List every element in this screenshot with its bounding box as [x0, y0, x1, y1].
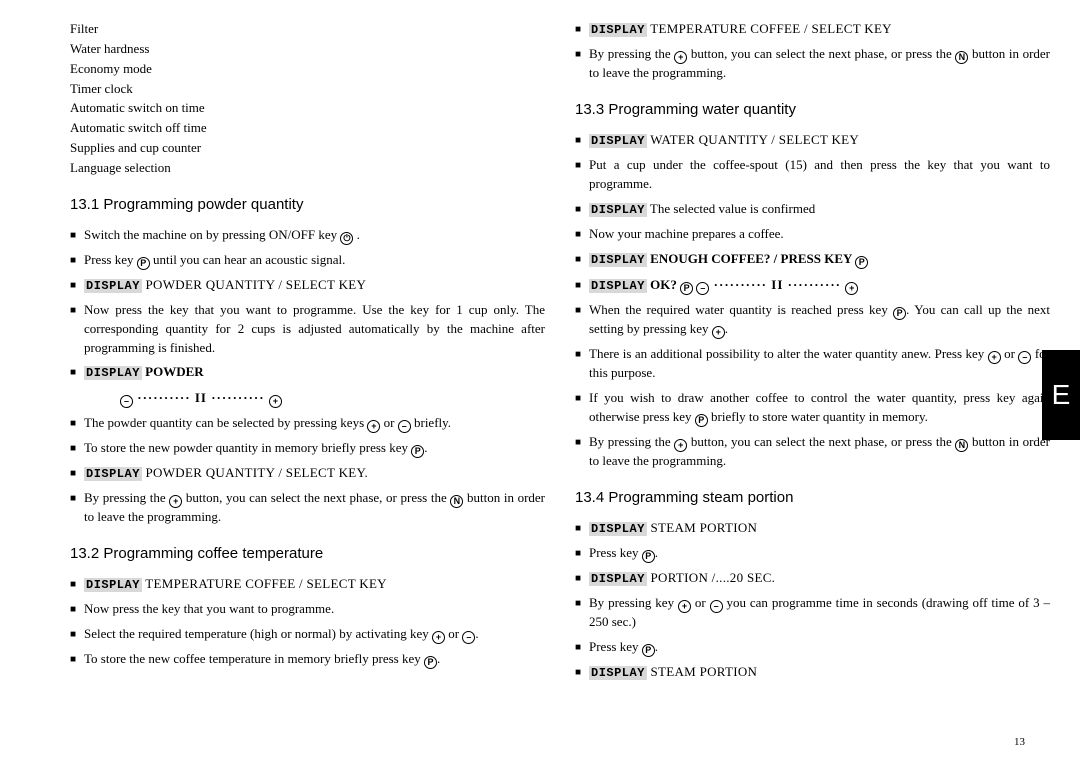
minus-icon: – [120, 395, 133, 408]
list-item: ■DISPLAY The selected value is confirmed [575, 200, 1050, 219]
p-key-icon: P [642, 550, 655, 563]
display-label: DISPLAY [589, 522, 647, 536]
plus-icon: + [674, 439, 687, 452]
list-item: ■Now press the key that you want to prog… [70, 600, 545, 619]
list-item: ■DISPLAY WATER QUANTITY / SELECT KEY [575, 131, 1050, 150]
intro-item: Water hardness [70, 40, 545, 59]
plus-icon: + [845, 282, 858, 295]
list-item: ■By pressing key + or – you can programm… [575, 594, 1050, 632]
page-number: 13 [1014, 736, 1025, 748]
list-item: ■When the required water quantity is rea… [575, 301, 1050, 339]
minus-icon: – [462, 631, 475, 644]
list-item: ■If you wish to draw another coffee to c… [575, 389, 1050, 427]
list-item: ■DISPLAY POWDER [70, 363, 545, 382]
plus-icon: + [269, 395, 282, 408]
list-item: ■Switch the machine on by pressing ON/OF… [70, 226, 545, 245]
p-key-icon: P [855, 256, 868, 269]
scale-line: – ·········· II ·········· + [120, 389, 545, 408]
intro-item: Timer clock [70, 80, 545, 99]
list-item: ■DISPLAY OK? P – ·········· II ·········… [575, 276, 1050, 295]
n-key-icon: N [450, 495, 463, 508]
list-item: ■Press key P. [575, 544, 1050, 563]
section-heading: 13.3 Programming water quantity [575, 99, 1050, 121]
list-item: ■DISPLAY POWDER QUANTITY / SELECT KEY [70, 276, 545, 295]
list-item: ■Press key P. [575, 638, 1050, 657]
list-item: ■DISPLAY POWDER QUANTITY / SELECT KEY. [70, 464, 545, 483]
list-item: ■Press key P until you can hear an acous… [70, 251, 545, 270]
list-item: ■Now your machine prepares a coffee. [575, 225, 1050, 244]
display-label: DISPLAY [589, 279, 647, 293]
p-key-icon: P [680, 282, 693, 295]
plus-icon: + [367, 420, 380, 433]
minus-icon: – [710, 600, 723, 613]
minus-icon: – [398, 420, 411, 433]
intro-item: Supplies and cup counter [70, 139, 545, 158]
plus-icon: + [169, 495, 182, 508]
list-item: ■DISPLAY TEMPERATURE COFFEE / SELECT KEY [70, 575, 545, 594]
list-item: ■DISPLAY ENOUGH COFFEE? / PRESS KEY P [575, 250, 1050, 269]
list-item: ■To store the new coffee temperature in … [70, 650, 545, 669]
intro-item: Filter [70, 20, 545, 39]
display-label: DISPLAY [84, 279, 142, 293]
list-item: ■By pressing the + button, you can selec… [575, 433, 1050, 471]
section-heading: 13.1 Programming powder quantity [70, 194, 545, 216]
display-label: DISPLAY [84, 578, 142, 592]
plus-icon: + [674, 51, 687, 64]
minus-icon: – [696, 282, 709, 295]
display-label: DISPLAY [589, 203, 647, 217]
p-key-icon: P [411, 445, 424, 458]
list-item: ■The powder quantity can be selected by … [70, 414, 545, 433]
list-item: ■DISPLAY PORTION /....20 SEC. [575, 569, 1050, 588]
plus-icon: + [678, 600, 691, 613]
section-heading: 13.4 Programming steam portion [575, 487, 1050, 509]
display-label: DISPLAY [589, 666, 647, 680]
left-column: Filter Water hardness Economy mode Timer… [70, 20, 545, 689]
n-key-icon: N [955, 439, 968, 452]
display-label: DISPLAY [589, 572, 647, 586]
minus-icon: – [1018, 351, 1031, 364]
plus-icon: + [712, 326, 725, 339]
list-item: ■DISPLAY STEAM PORTION [575, 519, 1050, 538]
intro-item: Language selection [70, 159, 545, 178]
list-item: ■DISPLAY TEMPERATURE COFFEE / SELECT KEY [575, 20, 1050, 39]
display-label: DISPLAY [84, 366, 142, 380]
power-icon: ⏻ [340, 232, 353, 245]
intro-item: Automatic switch on time [70, 99, 545, 118]
list-item: ■There is an additional possibility to a… [575, 345, 1050, 383]
plus-icon: + [432, 631, 445, 644]
display-label: DISPLAY [84, 467, 142, 481]
intro-list: Filter Water hardness Economy mode Timer… [70, 20, 545, 178]
p-key-icon: P [424, 656, 437, 669]
p-key-icon: P [137, 257, 150, 270]
list-item: ■By pressing the + button, you can selec… [70, 489, 545, 527]
display-label: DISPLAY [589, 253, 647, 267]
display-label: DISPLAY [589, 23, 647, 37]
language-tab: E [1042, 350, 1080, 440]
list-item: ■Put a cup under the coffee-spout (15) a… [575, 156, 1050, 194]
p-key-icon: P [642, 644, 655, 657]
list-item: ■To store the new powder quantity in mem… [70, 439, 545, 458]
p-key-icon: P [695, 414, 708, 427]
display-label: DISPLAY [589, 134, 647, 148]
intro-item: Economy mode [70, 60, 545, 79]
list-item: ■By pressing the + button, you can selec… [575, 45, 1050, 83]
list-item: ■DISPLAY STEAM PORTION [575, 663, 1050, 682]
section-heading: 13.2 Programming coffee temperature [70, 543, 545, 565]
p-key-icon: P [893, 307, 906, 320]
n-key-icon: N [955, 51, 968, 64]
list-item: ■Now press the key that you want to prog… [70, 301, 545, 358]
list-item: ■Select the required temperature (high o… [70, 625, 545, 644]
plus-icon: + [988, 351, 1001, 364]
right-column: ■DISPLAY TEMPERATURE COFFEE / SELECT KEY… [575, 20, 1050, 689]
intro-item: Automatic switch off time [70, 119, 545, 138]
